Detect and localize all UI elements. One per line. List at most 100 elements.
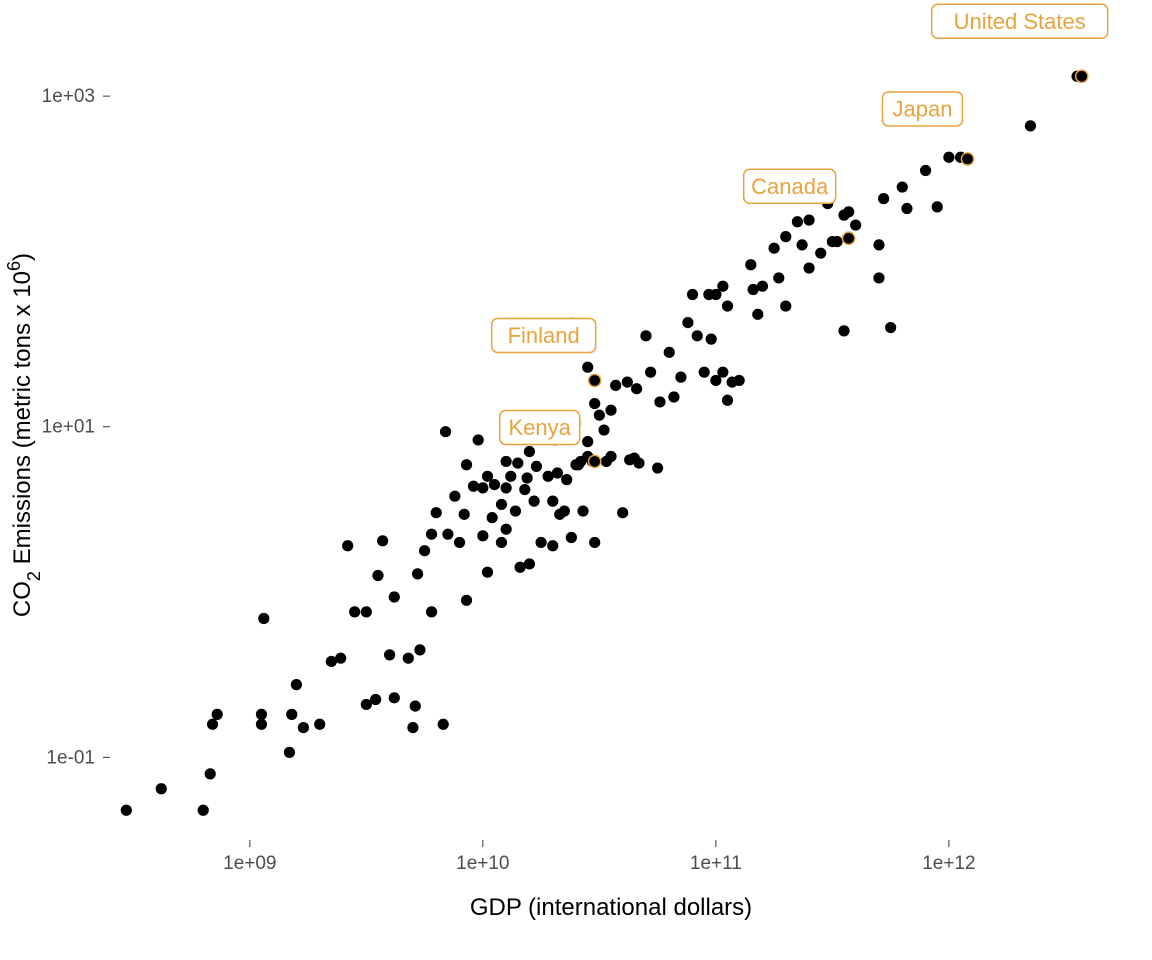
scatter-point: [291, 679, 302, 690]
scatter-point: [489, 479, 500, 490]
scatter-point: [449, 491, 460, 502]
scatter-chart: 1e+091e+101e+111e+121e-011e+011e+03GDP (…: [0, 0, 1152, 960]
callout-label: United States: [954, 9, 1086, 34]
scatter-point: [598, 424, 609, 435]
scatter-point: [535, 537, 546, 548]
scatter-point: [843, 206, 854, 217]
scatter-point: [482, 567, 493, 578]
scatter-point: [885, 322, 896, 333]
scatter-point: [566, 532, 577, 543]
y-tick-label: 1e+03: [42, 86, 95, 107]
scatter-point: [873, 239, 884, 250]
scatter-point: [706, 334, 717, 345]
scatter-point: [198, 805, 209, 816]
scatter-point: [552, 467, 563, 478]
scatter-point: [256, 719, 267, 730]
scatter-point: [256, 709, 267, 720]
highlighted-point: [589, 374, 601, 386]
scatter-point: [547, 540, 558, 551]
scatter-point: [645, 367, 656, 378]
scatter-point: [438, 719, 449, 730]
callout-label: Kenya: [508, 415, 571, 440]
x-tick-label: 1e+09: [223, 853, 276, 874]
callout-label: Finland: [508, 323, 580, 348]
scatter-point: [717, 281, 728, 292]
scatter-point: [561, 474, 572, 485]
scatter-point: [582, 362, 593, 373]
scatter-point: [796, 239, 807, 250]
highlighted-point: [589, 455, 601, 467]
scatter-point: [522, 472, 533, 483]
scatter-point: [258, 613, 269, 624]
scatter-point: [792, 216, 803, 227]
scatter-point: [687, 289, 698, 300]
scatter-point: [582, 436, 593, 447]
highlighted-point: [961, 153, 973, 165]
scatter-point: [496, 537, 507, 548]
scatter-point: [610, 380, 621, 391]
scatter-point: [314, 719, 325, 730]
scatter-point: [349, 606, 360, 617]
scatter-point: [501, 524, 512, 535]
scatter-point: [722, 300, 733, 311]
scatter-point: [473, 434, 484, 445]
highlighted-point: [843, 232, 855, 244]
scatter-point: [901, 203, 912, 214]
scatter-point: [335, 653, 346, 664]
scatter-point: [461, 459, 472, 470]
scatter-point: [361, 606, 372, 617]
scatter-point: [752, 309, 763, 320]
scatter-point: [431, 507, 442, 518]
scatter-point: [501, 482, 512, 493]
scatter-point: [654, 396, 665, 407]
scatter-point: [440, 426, 451, 437]
scatter-point: [212, 709, 223, 720]
scatter-point: [838, 325, 849, 336]
scatter-point: [559, 505, 570, 516]
y-tick-label: 1e+01: [42, 417, 95, 438]
scatter-point: [442, 529, 453, 540]
scatter-point: [477, 482, 488, 493]
scatter-point: [664, 347, 675, 358]
scatter-point: [454, 537, 465, 548]
scatter-point: [631, 383, 642, 394]
scatter-point: [878, 193, 889, 204]
highlighted-point: [1076, 70, 1088, 82]
scatter-point: [510, 505, 521, 516]
scatter-point: [699, 367, 710, 378]
scatter-point: [622, 377, 633, 388]
scatter-point: [342, 540, 353, 551]
scatter-point: [384, 649, 395, 660]
x-tick-label: 1e+12: [922, 853, 975, 874]
y-tick-label: 1e-01: [46, 747, 95, 768]
scatter-point: [407, 722, 418, 733]
scatter-point: [519, 484, 530, 495]
scatter-point: [577, 505, 588, 516]
scatter-point: [1025, 120, 1036, 131]
x-tick-label: 1e+10: [456, 853, 509, 874]
scatter-point: [605, 451, 616, 462]
scatter-point: [633, 458, 644, 469]
scatter-point: [389, 591, 400, 602]
scatter-point: [668, 391, 679, 402]
scatter-point: [524, 558, 535, 569]
scatter-point: [410, 701, 421, 712]
scatter-point: [286, 709, 297, 720]
scatter-point: [529, 496, 540, 507]
scatter-point: [652, 462, 663, 473]
scatter-point: [207, 719, 218, 730]
scatter-point: [370, 694, 381, 705]
scatter-point: [205, 768, 216, 779]
scatter-point: [284, 747, 295, 758]
scatter-point: [477, 530, 488, 541]
scatter-point: [419, 545, 430, 556]
scatter-point: [156, 783, 167, 794]
scatter-point: [803, 262, 814, 273]
scatter-point: [675, 372, 686, 383]
scatter-point: [414, 644, 425, 655]
scatter-point: [682, 317, 693, 328]
scatter-point: [589, 398, 600, 409]
scatter-point: [426, 529, 437, 540]
scatter-point: [121, 805, 132, 816]
scatter-point: [426, 606, 437, 617]
